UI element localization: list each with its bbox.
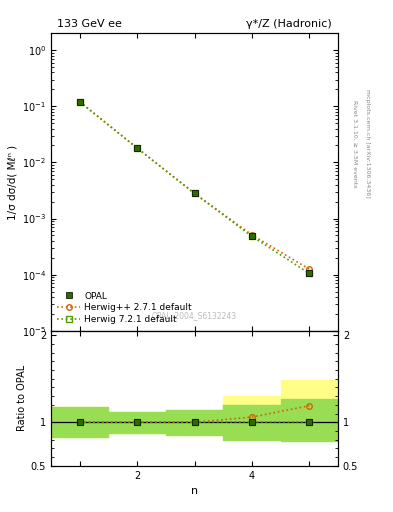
X-axis label: n: n bbox=[191, 486, 198, 496]
Legend: OPAL, Herwig++ 2.7.1 default, Herwig 7.2.1 default: OPAL, Herwig++ 2.7.1 default, Herwig 7.2… bbox=[55, 289, 194, 326]
Text: Rivet 3.1.10, ≥ 3.5M events: Rivet 3.1.10, ≥ 3.5M events bbox=[352, 100, 357, 187]
Text: OPAL_2004_S6132243: OPAL_2004_S6132243 bbox=[152, 311, 237, 321]
Text: γ*/Z (Hadronic): γ*/Z (Hadronic) bbox=[246, 19, 332, 29]
Text: 133 GeV ee: 133 GeV ee bbox=[57, 19, 122, 29]
Y-axis label: 1/σ dσ/d( Mℓⁿ ): 1/σ dσ/d( Mℓⁿ ) bbox=[8, 144, 18, 220]
Y-axis label: Ratio to OPAL: Ratio to OPAL bbox=[17, 365, 27, 432]
Text: mcplots.cern.ch [arXiv:1306.3436]: mcplots.cern.ch [arXiv:1306.3436] bbox=[365, 89, 371, 198]
